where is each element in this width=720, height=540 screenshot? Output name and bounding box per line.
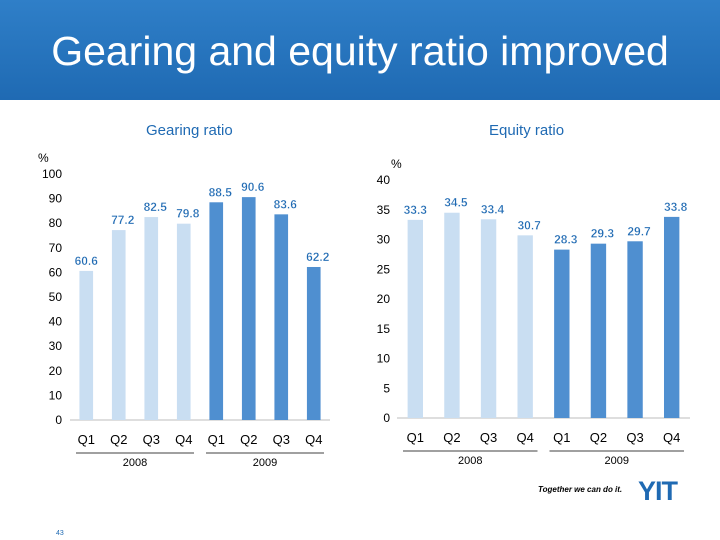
gearing-data-label: 79.8 (176, 207, 200, 221)
equity-group-label: 2008 (458, 455, 482, 467)
equity-ratio-chart: % 0 5 10 15 20 25 30 35 40 33.3 Q1 34.5 Q2 33.4 Q3 30.7 Q… (377, 157, 690, 467)
gearing-x-tick-label: Q4 (175, 432, 192, 447)
equity-x-tick-label: Q3 (480, 430, 497, 445)
equity-data-label: 29.3 (591, 227, 615, 241)
equity-data-label: 33.3 (404, 203, 428, 217)
slide-title: Gearing and equity ratio improved (51, 28, 669, 74)
equity-y-tick-label: 40 (377, 173, 391, 187)
equity-bar (554, 249, 570, 418)
equity-bar (444, 212, 460, 418)
gearing-x-tick-label: Q4 (305, 432, 322, 447)
equity-y-tick-label: 35 (377, 203, 391, 217)
gearing-x-tick-label: Q2 (110, 432, 127, 447)
equity-x-tick-label: Q1 (407, 430, 424, 445)
gearing-data-label: 83.6 (274, 197, 298, 211)
gearing-y-tick-label: 20 (49, 364, 63, 378)
gearing-x-tick-label: Q3 (273, 432, 290, 447)
equity-y-tick-label: 30 (377, 233, 391, 247)
equity-bar (663, 216, 680, 418)
gearing-data-label: 77.2 (111, 213, 135, 227)
gearing-bar (79, 270, 94, 420)
gearing-y-tick-label: 70 (49, 241, 63, 255)
equity-data-label: 33.4 (481, 202, 505, 216)
gearing-y-tick-label: 30 (49, 339, 63, 353)
gearing-data-label: 88.5 (209, 185, 233, 199)
equity-x-tick-label: Q1 (553, 430, 570, 445)
gearing-x-tick-label: Q3 (143, 432, 160, 447)
equity-chart-title: Equity ratio (489, 122, 565, 139)
gearing-x-tick-label: Q2 (240, 432, 257, 447)
gearing-bar (144, 217, 159, 420)
equity-x-tick-label: Q2 (443, 430, 460, 445)
equity-y-tick-label: 25 (377, 262, 391, 276)
gearing-y-tick-label: 90 (49, 192, 63, 206)
equity-y-tick-label: 10 (377, 352, 391, 366)
equity-x-tick-label: Q3 (626, 430, 643, 445)
gearing-y-tick-label: 10 (49, 388, 63, 402)
equity-x-tick-label: Q2 (590, 430, 607, 445)
equity-data-label: 34.5 (444, 196, 468, 210)
gearing-bar (111, 230, 126, 420)
gearing-x-tick-label: Q1 (208, 432, 225, 447)
equity-unit-label: % (391, 157, 402, 171)
equity-y-tick-label: 20 (377, 292, 391, 306)
equity-y-tick-label: 5 (383, 381, 390, 395)
gearing-y-tick-label: 80 (49, 216, 63, 230)
gearing-chart-title: Gearing ratio (146, 122, 233, 139)
gearing-y-tick-label: 0 (55, 413, 62, 427)
gearing-bar (241, 197, 256, 420)
equity-bar (627, 241, 643, 418)
equity-data-label: 28.3 (554, 233, 578, 247)
gearing-ratio-chart: % 0 10 20 30 40 50 60 70 80 90 100 60.6 Q1 77.2 Q2 82.5 Q… (38, 151, 330, 469)
equity-bar (407, 219, 424, 418)
equity-bar (590, 243, 607, 418)
equity-group-label: 2009 (605, 455, 629, 467)
gearing-group-label: 2009 (253, 457, 277, 469)
gearing-x-tick-label: Q1 (78, 432, 95, 447)
page-number: 43 (56, 530, 64, 537)
gearing-y-tick-label: 40 (49, 315, 63, 329)
equity-data-label: 30.7 (518, 218, 542, 232)
equity-x-tick-label: Q4 (517, 430, 534, 445)
gearing-data-label: 90.6 (241, 180, 265, 194)
gearing-bar (306, 266, 321, 420)
equity-data-label: 29.7 (627, 224, 651, 238)
brand-tagline: Together we can do it. (538, 485, 623, 494)
gearing-y-tick-label: 50 (49, 290, 63, 304)
equity-data-label: 33.8 (664, 200, 688, 214)
gearing-group-label: 2008 (123, 457, 147, 469)
gearing-y-tick-label: 100 (42, 167, 62, 181)
equity-y-tick-label: 0 (383, 411, 390, 425)
gearing-bar (176, 223, 191, 420)
gearing-bar (274, 214, 289, 420)
title-bar: Gearing and equity ratio improved (0, 0, 720, 100)
equity-y-tick-label: 15 (377, 322, 391, 336)
gearing-data-label: 60.6 (75, 254, 99, 268)
gearing-data-label: 82.5 (144, 200, 168, 214)
gearing-y-tick-label: 60 (49, 265, 63, 279)
gearing-bar (209, 202, 224, 420)
yit-logo: YIT (638, 476, 678, 506)
equity-x-tick-label: Q4 (663, 430, 680, 445)
equity-bar (517, 235, 533, 418)
equity-bar (480, 219, 497, 418)
gearing-data-label: 62.2 (306, 250, 330, 264)
gearing-unit-label: % (38, 151, 49, 165)
